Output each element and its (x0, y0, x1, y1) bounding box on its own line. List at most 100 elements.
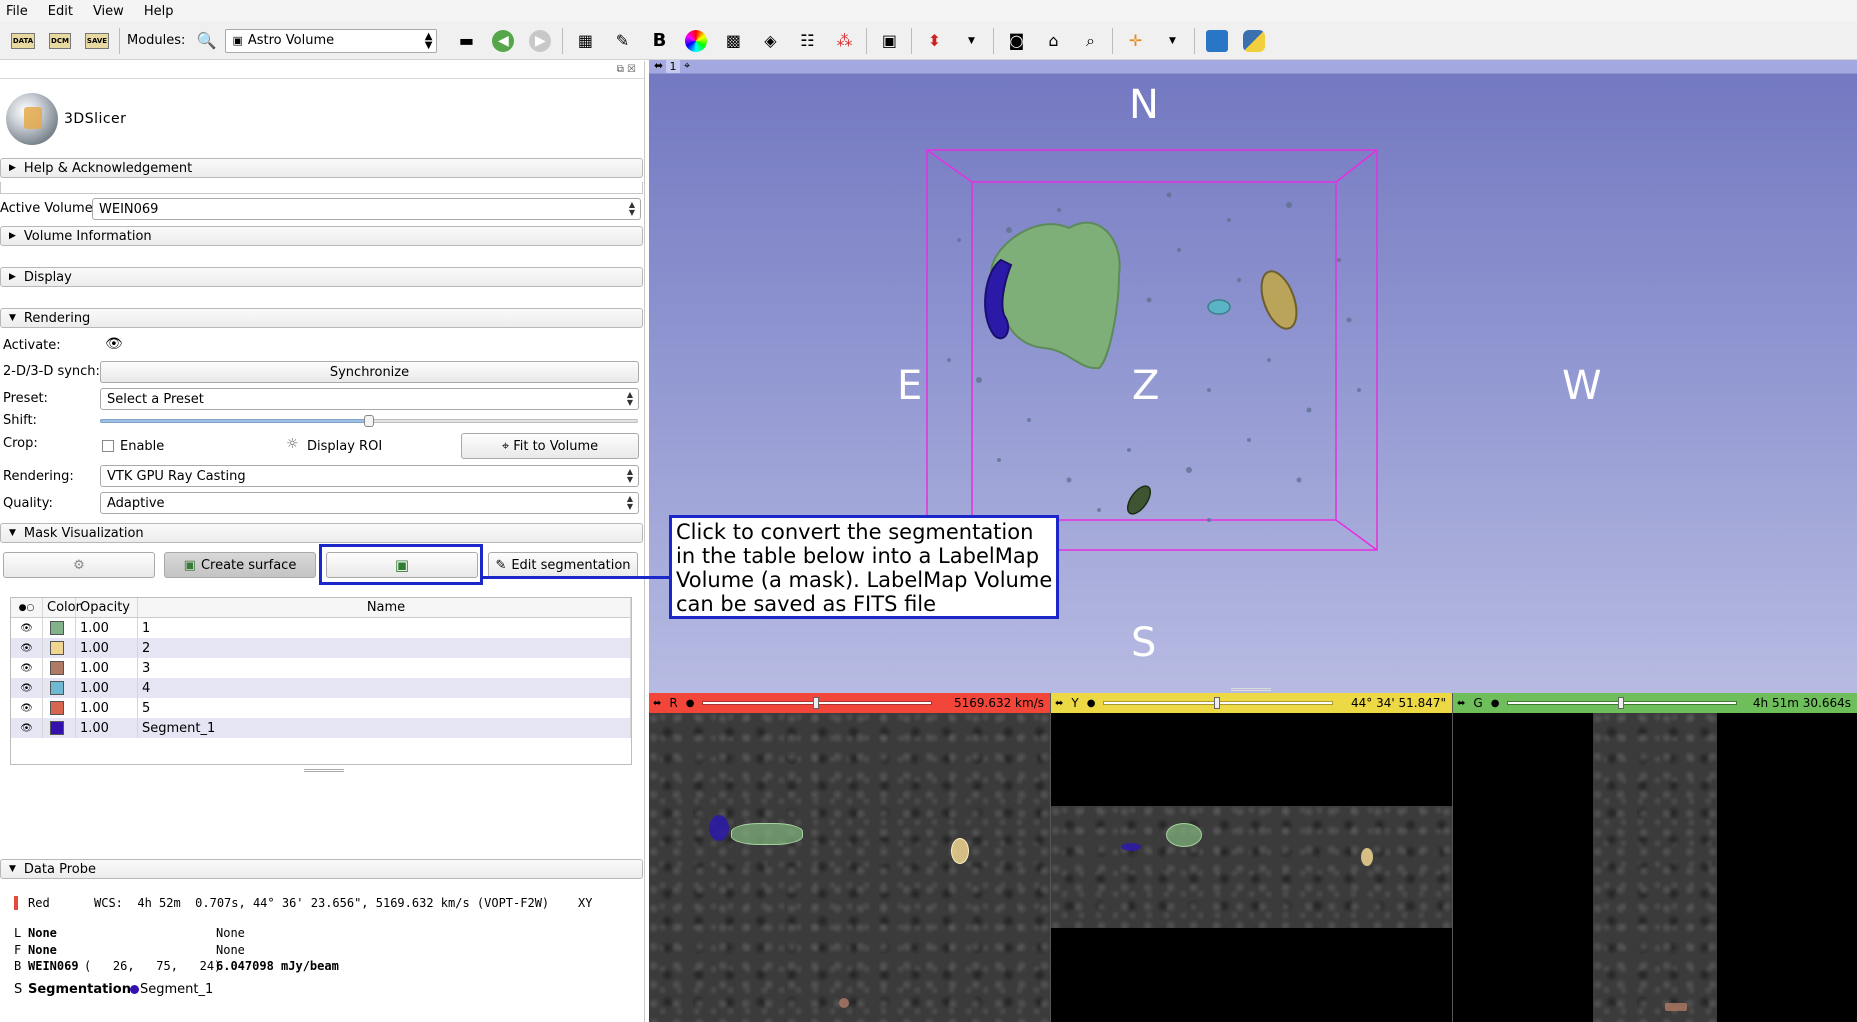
eye-icon[interactable]: 👁 (11, 638, 43, 658)
menu-file[interactable]: File (6, 3, 28, 19)
load-data-button[interactable]: DATA (8, 26, 38, 56)
quality-select[interactable]: Adaptive ▲ ▼ (100, 492, 639, 514)
preset-select[interactable]: Select a Preset ▲ ▼ (100, 388, 639, 410)
slider-handle[interactable] (1214, 697, 1221, 709)
help-section-header[interactable]: ▶ Help & Acknowledgement (0, 158, 643, 178)
segment-color-cell[interactable] (43, 658, 76, 678)
table-row[interactable]: 👁 1.00 5 (11, 698, 631, 718)
shift-slider-handle[interactable] (364, 415, 374, 427)
slider-handle[interactable] (813, 697, 820, 709)
table-row[interactable]: 👁 1.00 Segment_1 (11, 718, 631, 738)
eye-icon[interactable]: 👁 (11, 618, 43, 638)
eye-icon[interactable]: 👁 (11, 718, 43, 738)
eye-icon[interactable]: 👁 (11, 658, 43, 678)
rendering-method-select[interactable]: VTK GPU Ray Casting ▲ ▼ (100, 465, 639, 487)
enable-crop-checkbox[interactable] (102, 440, 114, 452)
segment-color-cell[interactable] (43, 678, 76, 698)
color-wheel-icon[interactable] (681, 26, 711, 56)
panel-float-close-icons[interactable]: ⧉ ☒ (616, 64, 636, 75)
load-dicom-button[interactable]: DCM (45, 26, 75, 56)
rendering-section-header[interactable]: ▼ Rendering (0, 308, 643, 328)
menu-edit[interactable]: Edit (47, 3, 73, 19)
display-section-header[interactable]: ▶ Display (0, 267, 643, 287)
volume-module-icon[interactable]: ▦ (577, 31, 593, 50)
segment-opacity[interactable]: 1.00 (76, 618, 138, 638)
segment-opacity[interactable]: 1.00 (76, 718, 138, 738)
segment-opacity[interactable]: 1.00 (76, 698, 138, 718)
data-probe-section-header[interactable]: ▼ Data Probe (0, 859, 643, 879)
display-roi-icon[interactable]: ☼ (286, 436, 299, 452)
segment-color-cell[interactable] (43, 718, 76, 738)
table-row[interactable]: 👁 1.00 4 (11, 678, 631, 698)
screenshot-icon[interactable]: ◙ (1008, 31, 1025, 50)
forward-arrow-icon[interactable]: ▶ (525, 26, 555, 56)
segment-color-cell[interactable] (43, 698, 76, 718)
eye-icon[interactable]: 👁 (105, 336, 123, 352)
yellow-slice-view[interactable]: ⬌ Y ● 44° 34' 51.847" (1050, 693, 1452, 1022)
table-resize-handle[interactable] (304, 769, 344, 772)
markups-icon[interactable]: ⁂ (836, 31, 853, 50)
table-icon[interactable]: ☷ (800, 31, 815, 50)
pin-icon[interactable]: ⬌ (654, 60, 664, 72)
volume-information-section-header[interactable]: ▶ Volume Information (0, 226, 643, 246)
crosshair-dropdown-icon[interactable]: ▼ (1168, 35, 1176, 46)
eye-icon[interactable]: 👁 (11, 698, 43, 718)
active-volume-select[interactable]: WEIN069 ▲ ▼ (92, 198, 641, 220)
table-row[interactable]: 👁 1.00 2 (11, 638, 631, 658)
save-button[interactable]: SAVE (82, 26, 112, 56)
red-slice-view[interactable]: ⬌ R ● 5169.632 km/s (649, 693, 1050, 1022)
pin-icon[interactable]: ⬌ (1055, 697, 1064, 709)
module-search-icon[interactable]: 🔍 (196, 31, 217, 50)
create-surface-button[interactable]: ▣ Create surface (164, 552, 316, 578)
link-icon[interactable]: ● (1490, 697, 1500, 709)
convert-to-labelmap-button[interactable]: ▣ (326, 552, 478, 578)
pin-icon[interactable]: ⬌ (653, 697, 662, 709)
red-slice-slider[interactable] (702, 697, 933, 709)
scene-view-icon[interactable]: ⌕ (1085, 30, 1095, 50)
camera-icon[interactable]: ⌂ (1048, 31, 1059, 50)
extension-manager-icon[interactable] (1202, 26, 1232, 56)
table-row[interactable]: 👁 1.00 1 (11, 618, 631, 638)
segment-name[interactable]: 3 (138, 658, 631, 678)
segment-name[interactable]: 2 (138, 638, 631, 658)
fit-to-volume-button[interactable]: ⌖ Fit to Volume (461, 433, 639, 459)
transform-icon[interactable]: ✎ (615, 31, 630, 50)
link-icon[interactable]: ● (685, 697, 695, 709)
export-segment-button[interactable]: ⚙ (3, 552, 155, 578)
grid-icon[interactable]: ▩ (725, 31, 741, 50)
segment-name[interactable]: 1 (138, 618, 631, 638)
segment-opacity[interactable]: 1.00 (76, 678, 138, 698)
segment-name[interactable]: 5 (138, 698, 631, 718)
yellow-slice-slider[interactable] (1103, 697, 1334, 709)
segment-color-cell[interactable] (43, 618, 76, 638)
mask-visualization-section-header[interactable]: ▼ Mask Visualization (0, 523, 643, 543)
bold-b-icon[interactable]: B (652, 30, 667, 51)
table-row[interactable]: 👁 1.00 3 (11, 658, 631, 678)
python-console-icon[interactable] (1239, 26, 1269, 56)
menu-view[interactable]: View (92, 3, 124, 19)
module-history-icon[interactable]: ▬ (458, 31, 474, 50)
green-slice-slider[interactable] (1507, 697, 1738, 709)
green-slice-view[interactable]: ⬌ G ● 4h 51m 30.664s (1452, 693, 1857, 1022)
view-resize-handle[interactable] (1231, 688, 1271, 691)
fiducial-icon[interactable]: ⬍ (927, 31, 942, 50)
fiducial-dropdown-icon[interactable]: ▼ (967, 35, 975, 46)
visibility-header-icon[interactable]: ●○ (11, 598, 43, 617)
menu-help[interactable]: Help (143, 3, 174, 19)
link-icon[interactable]: ● (1086, 697, 1096, 709)
segment-opacity[interactable]: 1.00 (76, 638, 138, 658)
segment-name[interactable]: 4 (138, 678, 631, 698)
module-selector[interactable]: ▣ Astro Volume ▲ ▼ (225, 28, 438, 53)
link-icon[interactable]: ⌖ (684, 60, 691, 72)
segment-color-cell[interactable] (43, 638, 76, 658)
segment-opacity[interactable]: 1.00 (76, 658, 138, 678)
edit-segmentation-button[interactable]: ✎ Edit segmentation (488, 552, 638, 578)
back-arrow-icon[interactable]: ◀ (488, 26, 518, 56)
layout-icon[interactable]: ▣ (881, 31, 897, 50)
slider-handle[interactable] (1618, 697, 1625, 709)
segment-name[interactable]: Segment_1 (138, 718, 631, 738)
eye-icon[interactable]: 👁 (11, 678, 43, 698)
synchronize-button[interactable]: Synchronize (100, 361, 639, 383)
pin-icon[interactable]: ⬌ (1457, 697, 1466, 709)
crosshair-icon[interactable]: ✛ (1128, 31, 1143, 50)
